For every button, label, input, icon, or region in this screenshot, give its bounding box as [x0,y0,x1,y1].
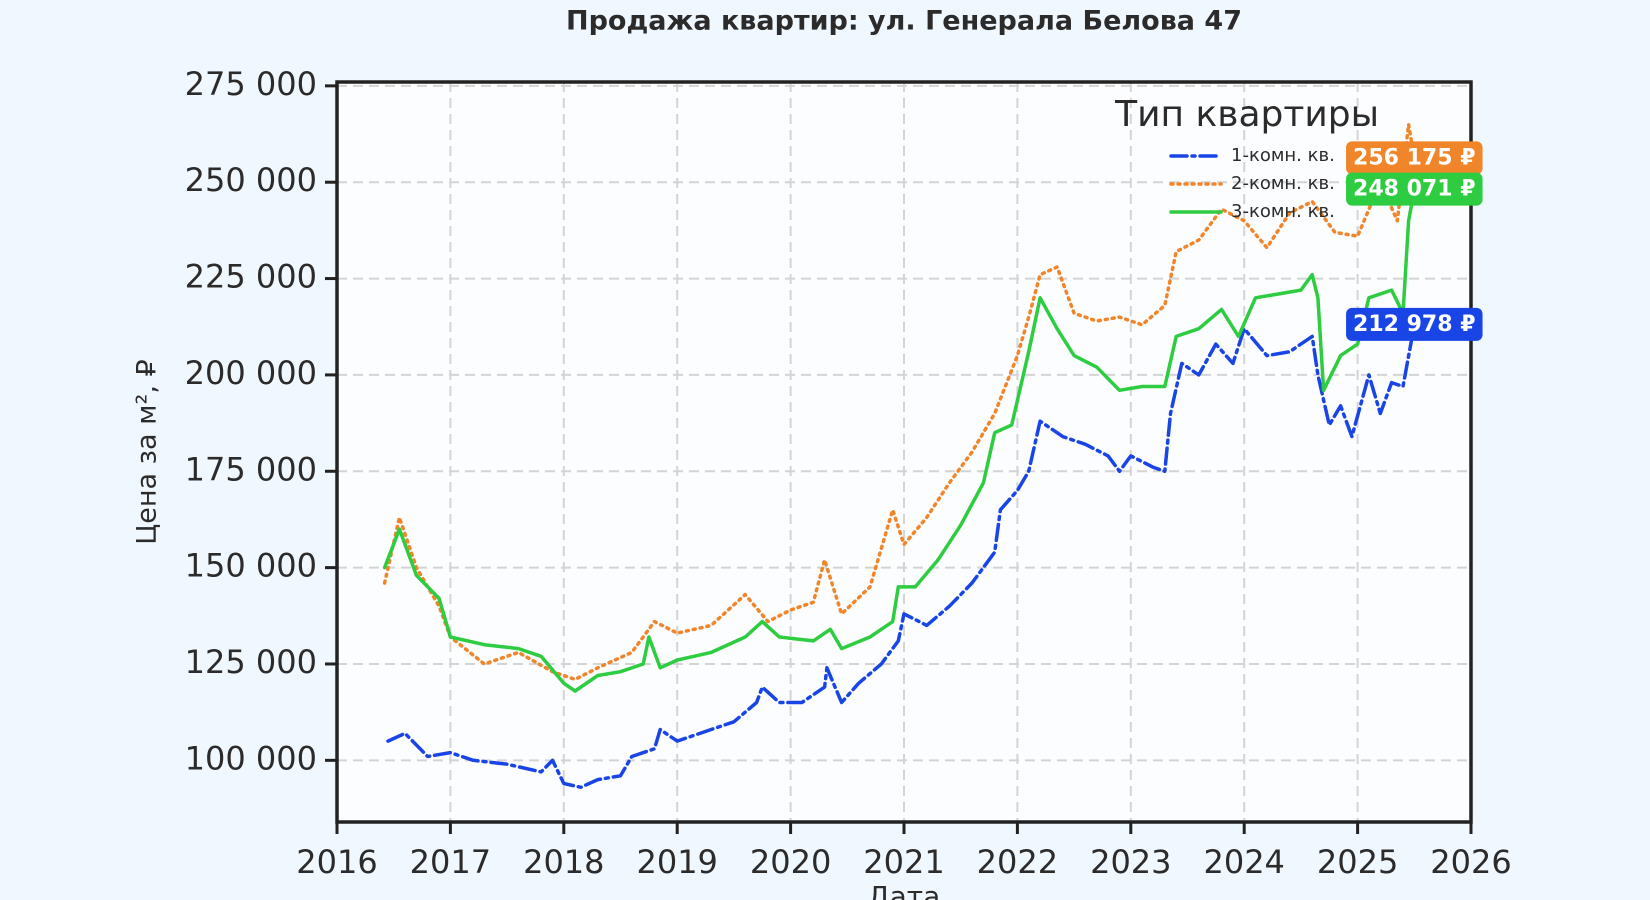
y-tick-label: 125 000 [185,643,317,681]
series-line [382,122,1417,682]
value-label: 212 978 ₽ [1353,312,1475,337]
y-tick-label: 250 000 [185,161,317,199]
x-tick-label: 2017 [410,843,491,881]
x-tick-label: 2023 [1090,843,1171,881]
x-tick-label: 2019 [636,843,717,881]
value-label: 256 175 ₽ [1353,145,1475,170]
y-axis-label: Цена за м², ₽ [132,359,163,544]
x-tick-label: 2025 [1317,843,1398,881]
x-axis-label: Дата [868,880,941,900]
x-tick-label: 2026 [1430,843,1511,881]
x-tick-label: 2016 [296,843,377,881]
series-line [386,323,1417,790]
x-tick-label: 2018 [523,843,604,881]
y-tick-label: 200 000 [185,354,317,392]
x-tick-label: 2020 [750,843,831,881]
value-label-box [1346,141,1483,175]
legend-title: Тип квартиры [1114,94,1379,135]
legend-label: 1-комн. кв. [1231,145,1335,166]
series-line [382,187,1417,693]
y-tick-label: 150 000 [185,547,317,585]
legend-label: 2-комн. кв. [1231,173,1335,194]
x-tick-label: 2021 [863,843,944,881]
axes-frame [335,80,1473,824]
x-tick-label: 2024 [1203,843,1284,881]
legend-label: 3-комн. кв. [1231,201,1335,222]
y-tick-label: 275 000 [185,65,317,103]
value-label-box [1346,307,1483,341]
y-tick-label: 100 000 [185,739,317,777]
chart-title: Продажа квартир: ул. Генерала Белова 47 [566,6,1242,37]
value-label-box [1346,172,1483,206]
value-label: 248 071 ₽ [1353,177,1475,202]
x-tick-label: 2022 [977,843,1058,881]
y-tick-label: 175 000 [185,450,317,488]
y-tick-label: 225 000 [185,258,317,296]
